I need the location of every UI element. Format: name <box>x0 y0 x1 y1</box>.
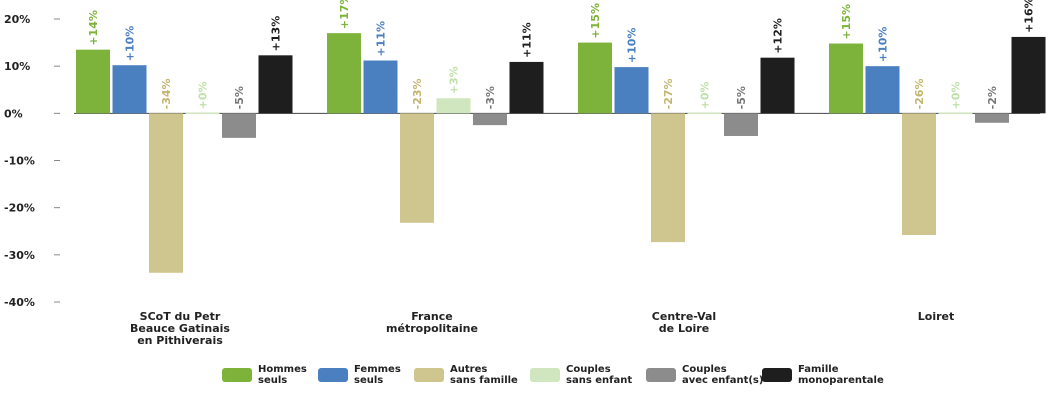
bar-femmes-seuls <box>363 60 398 114</box>
legend-label-line: seuls <box>354 375 384 386</box>
y-tick-label: -30% <box>4 249 35 262</box>
legend-label-line: avec enfant(s) <box>682 375 764 386</box>
bar-data-label: +12% <box>772 18 785 54</box>
bar-autres-sans-famille <box>149 113 183 273</box>
bar-data-label: +3% <box>448 66 461 94</box>
legend-label-line: Autres <box>450 364 488 375</box>
legend-label-line: Couples <box>682 364 727 375</box>
legend-swatch <box>646 368 676 382</box>
bar-femmes-seuls <box>614 67 649 114</box>
bar-data-label: +10% <box>877 27 890 63</box>
legend-swatch <box>414 368 444 382</box>
y-tick-label: 0% <box>4 107 23 120</box>
legend-label-line: Femmes <box>354 364 401 375</box>
legend-label: Couples sans enfant <box>566 364 656 386</box>
bar-data-label: -5% <box>735 86 748 109</box>
bar-data-label: +11% <box>375 21 388 57</box>
bar-data-label: +15% <box>840 4 853 40</box>
legend-item: Autres sans famille <box>414 364 540 386</box>
bar-couples-sans-enfant <box>938 112 973 115</box>
legend-label-line: sans famille <box>450 375 518 386</box>
bar-famille-monoparentale <box>760 57 795 114</box>
bar-couples-sans-enfant <box>436 98 471 114</box>
chart-legend: Hommes seuls Femmes seuls Autres sans famille… <box>0 364 1048 394</box>
bar-couples-sans-enfant <box>687 112 722 115</box>
bar-data-label: -3% <box>484 86 497 109</box>
legend-swatch <box>530 368 560 382</box>
legend-item: Couples sans enfant <box>530 364 656 386</box>
bar-data-label: +11% <box>521 22 534 58</box>
legend-swatch <box>318 368 348 382</box>
legend-label-line: sans enfant <box>566 375 633 386</box>
bar-data-label: +10% <box>626 28 639 64</box>
bar-hommes-seuls <box>76 49 110 114</box>
category-label: Centre-Val <box>652 310 716 323</box>
bar-femmes-seuls <box>865 66 900 114</box>
legend-label: Hommes seuls <box>258 364 348 386</box>
legend-swatch <box>222 368 252 382</box>
bar-data-label: +13% <box>270 16 283 52</box>
bar-autres-sans-famille <box>400 113 434 223</box>
bar-data-label: +0% <box>950 81 963 109</box>
legend-label: Famille monoparentale <box>798 364 888 386</box>
chart-canvas: 20% 10% 0% -10% -20% -30% -40% +14% +17% +15% +15%… <box>4 0 1046 347</box>
bar-autres-sans-famille <box>651 113 685 243</box>
y-tick-label: -10% <box>4 155 35 168</box>
bar-couples-sans-enfant <box>185 112 220 115</box>
bar-data-label: +16% <box>1023 0 1036 33</box>
bar-data-label: +10% <box>124 26 137 62</box>
legend-label: Autres sans famille <box>450 364 540 386</box>
bar-famille-monoparentale <box>509 61 544 114</box>
bar-hommes-seuls <box>327 33 361 114</box>
bar-hommes-seuls <box>578 42 612 114</box>
bar-data-label: -2% <box>986 86 999 109</box>
category-label: France <box>411 310 452 323</box>
category-label: en Pithiverais <box>137 334 223 347</box>
legend-label-line: seuls <box>258 375 288 386</box>
bar-couples-avec-enfant-s- <box>222 113 256 138</box>
legend-item: Famille monoparentale <box>762 364 888 386</box>
bar-couples-avec-enfant-s- <box>975 113 1009 123</box>
legend-item: Femmes seuls <box>318 364 444 386</box>
bar-data-label: -5% <box>233 86 246 109</box>
bar-famille-monoparentale <box>1011 36 1046 114</box>
category-label: métropolitaine <box>386 322 478 335</box>
legend-item: Couples avec enfant(s) <box>646 364 772 386</box>
bar-data-label: -34% <box>160 78 173 109</box>
bar-data-label: +15% <box>589 3 602 39</box>
bar-famille-monoparentale <box>258 55 293 114</box>
category-label: de Loire <box>659 322 709 335</box>
bar-data-label: +17% <box>338 0 351 29</box>
legend-label-line: monoparentale <box>798 375 884 386</box>
y-tick-label: 20% <box>4 13 30 26</box>
legend-item: Hommes seuls <box>222 364 348 386</box>
legend-label-line: Famille <box>798 364 839 375</box>
y-tick-label: -40% <box>4 296 35 309</box>
legend-label: Femmes seuls <box>354 364 444 386</box>
bar-data-label: +14% <box>87 10 100 46</box>
legend-label-line: Hommes <box>258 364 307 375</box>
bar-femmes-seuls <box>112 65 147 114</box>
bar-couples-avec-enfant-s- <box>473 113 507 126</box>
legend-swatch <box>762 368 792 382</box>
legend-label-line: Couples <box>566 364 611 375</box>
bar-data-label: +0% <box>197 81 210 109</box>
bar-data-label: +0% <box>699 81 712 109</box>
category-label: SCoT du Petr <box>140 310 221 323</box>
y-tick-label: -20% <box>4 202 35 215</box>
bar-hommes-seuls <box>829 43 863 114</box>
bar-data-label: -23% <box>411 78 424 109</box>
bar-couples-avec-enfant-s- <box>724 113 758 136</box>
bar-data-label: -27% <box>662 78 675 109</box>
category-label: Beauce Gatinais <box>130 322 230 335</box>
category-label: Loiret <box>918 310 954 323</box>
bar-data-label: -26% <box>913 78 926 109</box>
y-tick-label: 10% <box>4 60 30 73</box>
bar-autres-sans-famille <box>902 113 936 236</box>
legend-label: Couples avec enfant(s) <box>682 364 772 386</box>
